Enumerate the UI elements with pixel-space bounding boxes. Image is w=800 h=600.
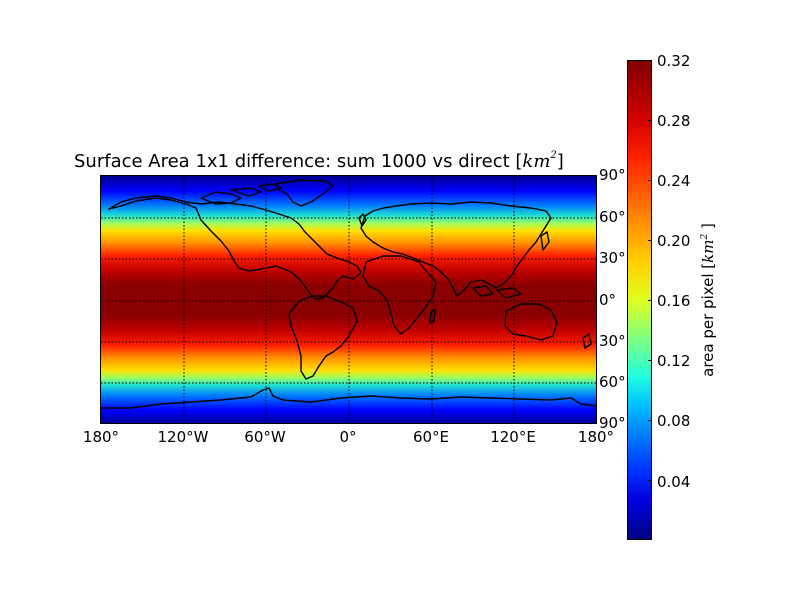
colorbar-tick-mark [648, 120, 652, 121]
colorbar-label-unit: km2 [699, 234, 717, 263]
colorbar-tick-mark [648, 300, 652, 301]
title-close: ] [556, 151, 564, 172]
x-tick-label: 180° [577, 428, 615, 446]
colorbar-tick-mark [648, 420, 652, 421]
colorbar-tick-label: 0.20 [657, 232, 691, 250]
colorbar-tick-label: 0.16 [657, 292, 691, 310]
x-tick-label: 180° [82, 428, 120, 446]
colorbar-tick-label: 0.24 [657, 172, 691, 190]
y-tick-label: 0° [599, 291, 617, 309]
title-text: Surface Area 1x1 difference: sum 1000 vs… [74, 151, 523, 172]
colorbar-tick-mark [648, 360, 652, 361]
title-unit: km2 [522, 150, 557, 172]
colorbar-tick-label: 0.08 [657, 412, 691, 430]
colorbar-unit-base: km [699, 239, 717, 263]
colorbar-unit-exp: 2 [700, 233, 710, 240]
colorbar-label: area per pixel [km2 ] [699, 223, 717, 377]
x-tick-label: 60°E [412, 428, 450, 446]
x-tick-label: 120°E [490, 428, 536, 446]
y-tick-label: 60° [599, 208, 626, 226]
chart-title: Surface Area 1x1 difference: sum 1000 vs… [74, 150, 564, 172]
colorbar-tick-label: 0.12 [657, 352, 691, 370]
title-unit-base: km [522, 151, 551, 172]
title-unit-exp: 2 [550, 150, 557, 161]
x-tick-label: 60°W [244, 428, 286, 446]
colorbar-tick-label: 0.32 [657, 52, 691, 70]
x-tick-label: 120°W [157, 428, 209, 446]
colorbar-label-text: area per pixel [ [699, 262, 717, 377]
world-map-heatmap [101, 176, 596, 423]
y-tick-label: 60° [599, 373, 626, 391]
colorbar-tick-mark [648, 240, 652, 241]
colorbar-tick-label: 0.28 [657, 112, 691, 130]
colorbar-tick-mark [648, 180, 652, 181]
map-plot-area [100, 175, 597, 424]
colorbar-label-close: ] [699, 223, 717, 234]
x-tick-label: 0° [339, 428, 357, 446]
y-tick-label: 30° [599, 249, 626, 267]
y-tick-label: 90° [599, 166, 626, 184]
colorbar-tick-label: 0.04 [657, 473, 691, 491]
graticule [101, 176, 596, 423]
colorbar [627, 60, 652, 540]
coastlines [101, 179, 596, 409]
colorbar-tick-mark [648, 480, 652, 481]
y-tick-label: 30° [599, 332, 626, 350]
colorbar-tick-mark [648, 60, 652, 61]
y-tick-label: 90° [599, 414, 626, 432]
